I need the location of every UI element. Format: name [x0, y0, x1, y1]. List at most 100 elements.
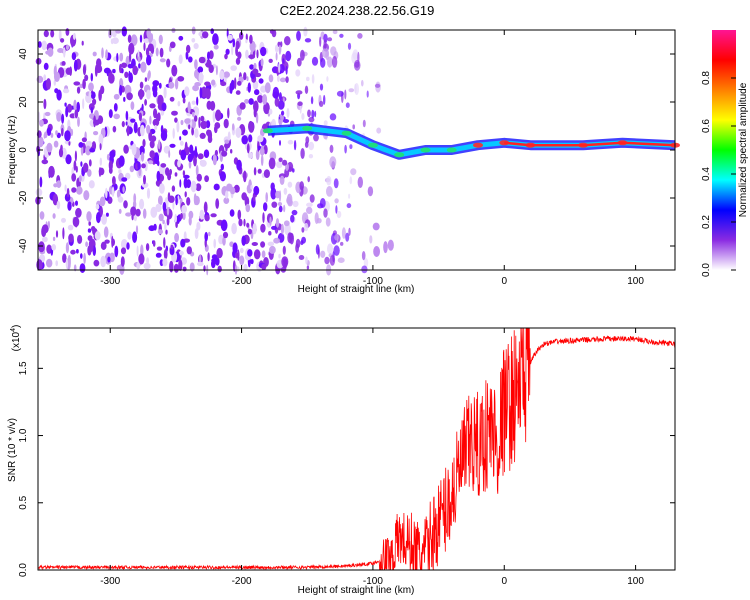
noise-blob: [180, 238, 186, 248]
noise-blob: [263, 169, 270, 179]
noise-blob: [128, 42, 135, 55]
snr-frame: [37, 327, 676, 571]
noise-blob: [162, 258, 168, 267]
noise-blob: [376, 127, 382, 134]
noise-blob: [214, 149, 218, 156]
noise-blob: [41, 159, 49, 165]
noise-blob: [176, 121, 180, 133]
noise-blob: [112, 68, 116, 74]
noise-blob: [62, 253, 67, 263]
noise-blob: [121, 177, 128, 182]
noise-blob: [73, 81, 81, 86]
noise-blob: [331, 56, 338, 68]
noise-blob: [150, 206, 158, 218]
noise-blob: [284, 223, 291, 236]
snr-x-axis-label: Height of straight line (km): [298, 585, 415, 596]
noise-blob: [179, 136, 182, 141]
noise-blob: [239, 102, 246, 110]
noise-blob: [165, 167, 170, 176]
noise-blob: [319, 100, 324, 107]
noise-blob: [325, 217, 331, 227]
noise-blob: [123, 96, 126, 102]
noise-blob: [182, 97, 186, 104]
noise-blob: [292, 168, 295, 173]
noise-blob: [105, 187, 108, 199]
noise-blob: [171, 64, 178, 77]
noise-blob: [345, 102, 350, 108]
noise-blob: [241, 135, 248, 145]
noise-blob: [111, 37, 119, 44]
noise-blob: [348, 88, 355, 93]
noise-blob: [267, 241, 275, 247]
snr-x-ticks: -300 -200 -100 0 100: [100, 328, 644, 587]
noise-blob: [125, 110, 129, 121]
noise-blob: [82, 78, 86, 90]
colorbar-label: Normalized spectral amplitude: [738, 82, 749, 217]
noise-blob: [135, 225, 139, 235]
noise-blob: [278, 205, 283, 213]
noise-blob: [199, 209, 205, 220]
noise-blob: [147, 70, 151, 79]
noise-blob: [105, 49, 108, 60]
noise-blob: [278, 62, 281, 74]
noise-blob: [279, 140, 281, 146]
ridge-strong: [504, 141, 676, 147]
noise-blob: [146, 89, 151, 100]
noise-blob: [169, 260, 174, 273]
noise-blob: [100, 255, 107, 268]
noise-blob: [270, 187, 277, 200]
colorbar-gradient: [712, 30, 736, 270]
noise-blob: [188, 160, 192, 169]
noise-blob: [229, 82, 233, 95]
noise-blob: [207, 129, 213, 141]
noise-blob: [361, 79, 364, 87]
noise-blob: [278, 92, 282, 101]
noise-blob: [103, 67, 111, 74]
noise-blob: [265, 192, 269, 203]
noise-blob: [354, 83, 360, 95]
noise-blob: [191, 100, 196, 105]
noise-blob: [80, 253, 83, 259]
noise-blob: [37, 136, 44, 148]
noise-blob: [245, 33, 248, 41]
noise-blob: [71, 187, 77, 193]
colorbar-tick-label: 0.8: [701, 71, 712, 85]
noise-blob: [186, 197, 191, 206]
noise-blob: [286, 108, 290, 118]
noise-blob: [104, 239, 110, 244]
noise-blob: [247, 82, 251, 93]
noise-blob: [85, 145, 92, 156]
noise-blob: [120, 62, 128, 69]
noise-blob: [188, 124, 191, 130]
noise-blob: [141, 182, 149, 189]
noise-blob: [87, 228, 92, 233]
noise-blob: [146, 54, 152, 66]
noise-blob: [329, 113, 337, 121]
noise-blob: [239, 31, 244, 40]
noise-blob: [260, 58, 264, 67]
noise-blob: [175, 196, 178, 206]
noise-blob: [52, 213, 56, 219]
noise-blob: [208, 231, 211, 237]
noise-blob: [99, 143, 102, 151]
noise-blob: [308, 154, 314, 159]
noise-blob: [79, 263, 86, 273]
noise-blob: [214, 122, 221, 129]
noise-blob: [128, 72, 133, 83]
noise-blob: [208, 64, 214, 73]
noise-blob: [269, 216, 272, 226]
noise-blob: [191, 38, 196, 43]
noise-blob: [235, 127, 242, 138]
noise-blob: [145, 47, 150, 57]
noise-blob: [227, 131, 231, 141]
noise-blob: [184, 191, 187, 198]
noise-blob: [291, 209, 298, 216]
noise-blob: [142, 139, 146, 148]
noise-blob: [56, 200, 61, 210]
noise-blob: [67, 201, 72, 211]
noise-blob: [106, 153, 110, 161]
noise-blob: [353, 59, 361, 71]
noise-blob: [327, 37, 333, 42]
noise-blob: [282, 119, 290, 123]
noise-blob: [163, 86, 167, 99]
